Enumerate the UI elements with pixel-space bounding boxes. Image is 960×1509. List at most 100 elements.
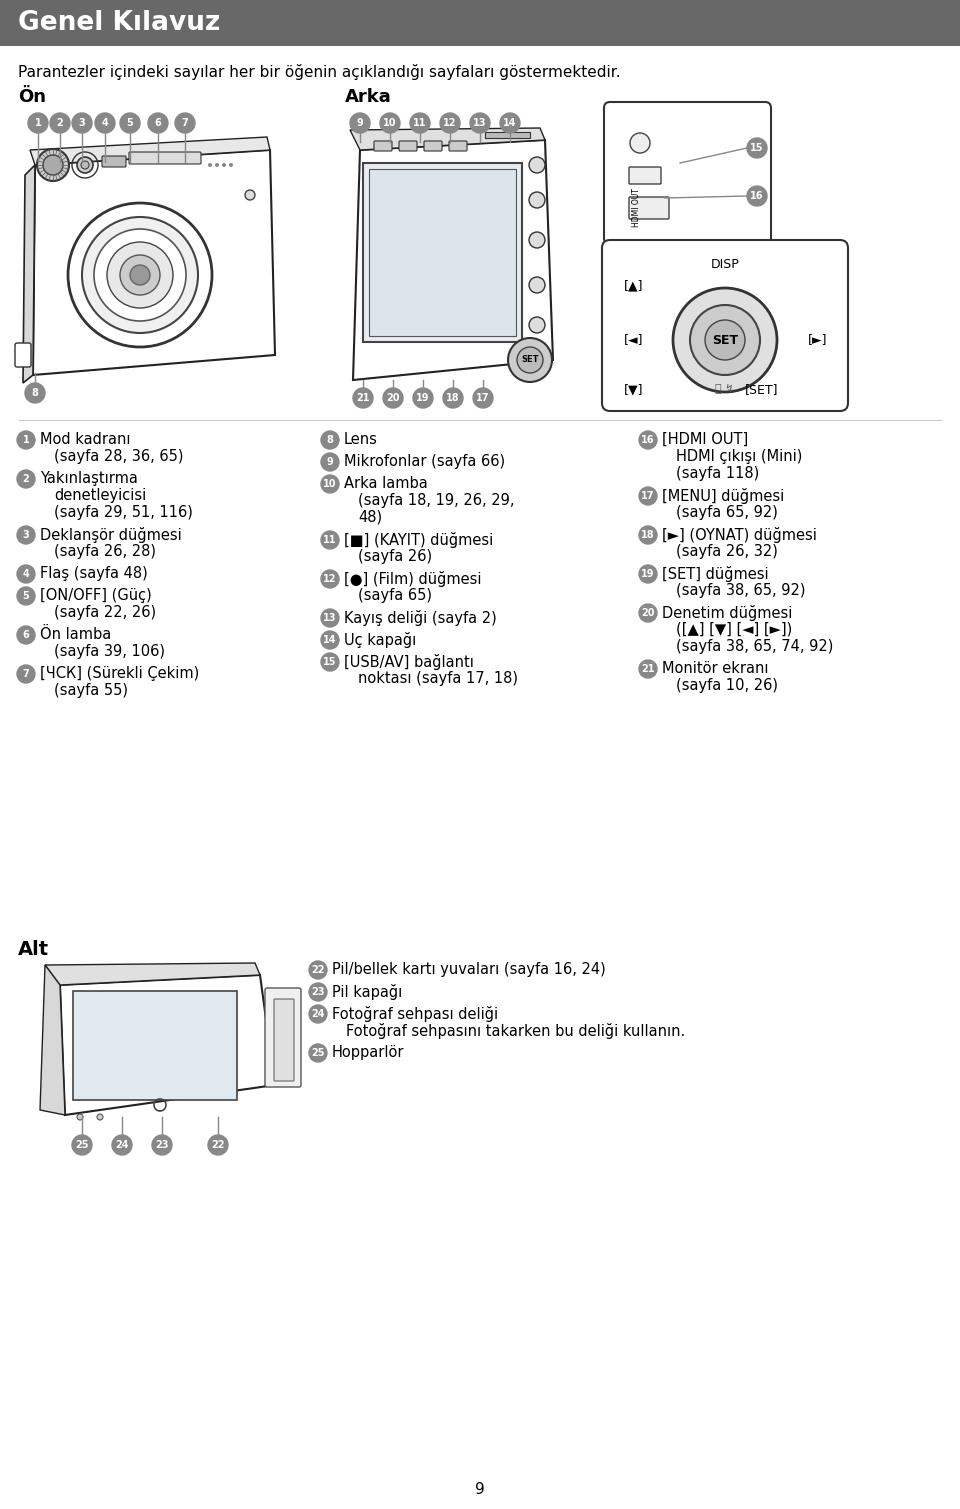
Circle shape [410, 113, 430, 133]
Text: (sayfa 22, 26): (sayfa 22, 26) [54, 605, 156, 620]
Text: 17: 17 [641, 490, 655, 501]
Circle shape [72, 113, 92, 133]
Text: Mikrofonlar (sayfa 66): Mikrofonlar (sayfa 66) [344, 454, 505, 469]
FancyBboxPatch shape [274, 999, 294, 1080]
Circle shape [353, 388, 373, 407]
FancyBboxPatch shape [369, 169, 516, 337]
Text: 25: 25 [75, 1139, 88, 1150]
Circle shape [321, 531, 339, 549]
Text: 19: 19 [417, 392, 430, 403]
Circle shape [705, 320, 745, 361]
Polygon shape [33, 149, 275, 376]
Text: 4: 4 [102, 118, 108, 128]
FancyBboxPatch shape [0, 0, 960, 45]
Text: HDMI OUT: HDMI OUT [632, 189, 641, 228]
Text: HDMI çıkışı (Mini): HDMI çıkışı (Mini) [676, 450, 803, 463]
Text: Kayış deliği (sayfa 2): Kayış deliği (sayfa 2) [344, 610, 496, 626]
Circle shape [28, 113, 48, 133]
Text: 48): 48) [358, 510, 382, 525]
Circle shape [473, 388, 493, 407]
Circle shape [639, 527, 657, 545]
Text: Denetim düğmesi: Denetim düğmesi [662, 605, 792, 622]
Text: Fotoğraf sehpası deliği: Fotoğraf sehpası deliği [332, 1007, 498, 1022]
Circle shape [148, 113, 168, 133]
Text: 1: 1 [35, 118, 41, 128]
Circle shape [120, 113, 140, 133]
Text: 2: 2 [23, 474, 30, 484]
Circle shape [529, 157, 545, 174]
Text: 16: 16 [641, 435, 655, 445]
Circle shape [350, 113, 370, 133]
Circle shape [639, 564, 657, 582]
Text: Pil/bellek kartı yuvaları (sayfa 16, 24): Pil/bellek kartı yuvaları (sayfa 16, 24) [332, 963, 606, 976]
Circle shape [673, 288, 777, 392]
Circle shape [747, 186, 767, 207]
Text: Ön lamba: Ön lamba [40, 628, 111, 641]
Text: Parantezler içindeki sayılar her bir öğenin açıklandığı sayfaları göstermektedir: Parantezler içindeki sayılar her bir öğe… [18, 63, 620, 80]
Text: 21: 21 [641, 664, 655, 675]
Text: 10: 10 [383, 118, 396, 128]
Circle shape [321, 432, 339, 450]
FancyBboxPatch shape [102, 155, 126, 167]
FancyBboxPatch shape [604, 103, 771, 244]
Text: 6: 6 [155, 118, 161, 128]
Circle shape [17, 665, 35, 684]
Text: 23: 23 [311, 987, 324, 997]
Circle shape [321, 570, 339, 589]
Circle shape [17, 564, 35, 582]
Polygon shape [23, 164, 35, 383]
Text: 25: 25 [311, 1047, 324, 1058]
Text: [SET]: [SET] [745, 383, 778, 397]
FancyBboxPatch shape [265, 988, 301, 1086]
Circle shape [639, 487, 657, 506]
Text: Yakınlaştırma: Yakınlaştırma [40, 471, 138, 486]
Circle shape [37, 149, 69, 181]
Circle shape [321, 631, 339, 649]
Text: (sayfa 29, 51, 116): (sayfa 29, 51, 116) [54, 506, 193, 521]
Text: [ON/OFF] (Güç): [ON/OFF] (Güç) [40, 589, 152, 604]
Text: 9: 9 [475, 1482, 485, 1497]
Text: 7: 7 [23, 668, 30, 679]
Circle shape [17, 469, 35, 487]
Circle shape [68, 204, 212, 347]
Circle shape [383, 388, 403, 407]
Text: 17: 17 [476, 392, 490, 403]
Text: ([▲] [▼] [◄] [►]): ([▲] [▼] [◄] [►]) [676, 622, 792, 637]
Circle shape [321, 475, 339, 493]
Text: [▼]: [▼] [624, 383, 644, 397]
Circle shape [443, 388, 463, 407]
Polygon shape [30, 137, 270, 164]
Circle shape [208, 1135, 228, 1154]
Text: 5: 5 [23, 592, 30, 601]
Text: 15: 15 [751, 143, 764, 152]
Text: 14: 14 [503, 118, 516, 128]
Text: (sayfa 65): (sayfa 65) [358, 589, 432, 604]
Text: noktası (sayfa 17, 18): noktası (sayfa 17, 18) [358, 672, 518, 687]
Circle shape [120, 255, 160, 294]
Text: [►]: [►] [808, 333, 828, 347]
Circle shape [229, 163, 233, 167]
Circle shape [529, 317, 545, 333]
Polygon shape [60, 975, 275, 1115]
Text: Monitör ekranı: Monitör ekranı [662, 661, 769, 676]
Text: 10: 10 [324, 478, 337, 489]
Text: Hopparlör: Hopparlör [332, 1046, 404, 1059]
FancyBboxPatch shape [485, 131, 530, 137]
Polygon shape [350, 128, 545, 149]
Text: Pil kapağı: Pil kapağı [332, 984, 402, 1000]
Circle shape [470, 113, 490, 133]
Circle shape [529, 192, 545, 208]
Text: (sayfa 26): (sayfa 26) [358, 549, 432, 564]
Text: Fotoğraf sehpasını takarken bu deliği kullanın.: Fotoğraf sehpasını takarken bu deliği ku… [346, 1023, 685, 1040]
Text: (sayfa 18, 19, 26, 29,: (sayfa 18, 19, 26, 29, [358, 493, 515, 509]
Text: Alt: Alt [18, 940, 49, 960]
Text: 9: 9 [326, 457, 333, 466]
Text: 24: 24 [115, 1139, 129, 1150]
Circle shape [25, 383, 45, 403]
Text: [◄]: [◄] [624, 333, 644, 347]
Polygon shape [353, 140, 553, 380]
Text: 2: 2 [57, 118, 63, 128]
Circle shape [508, 338, 552, 382]
Text: 16: 16 [751, 192, 764, 201]
Circle shape [321, 653, 339, 672]
